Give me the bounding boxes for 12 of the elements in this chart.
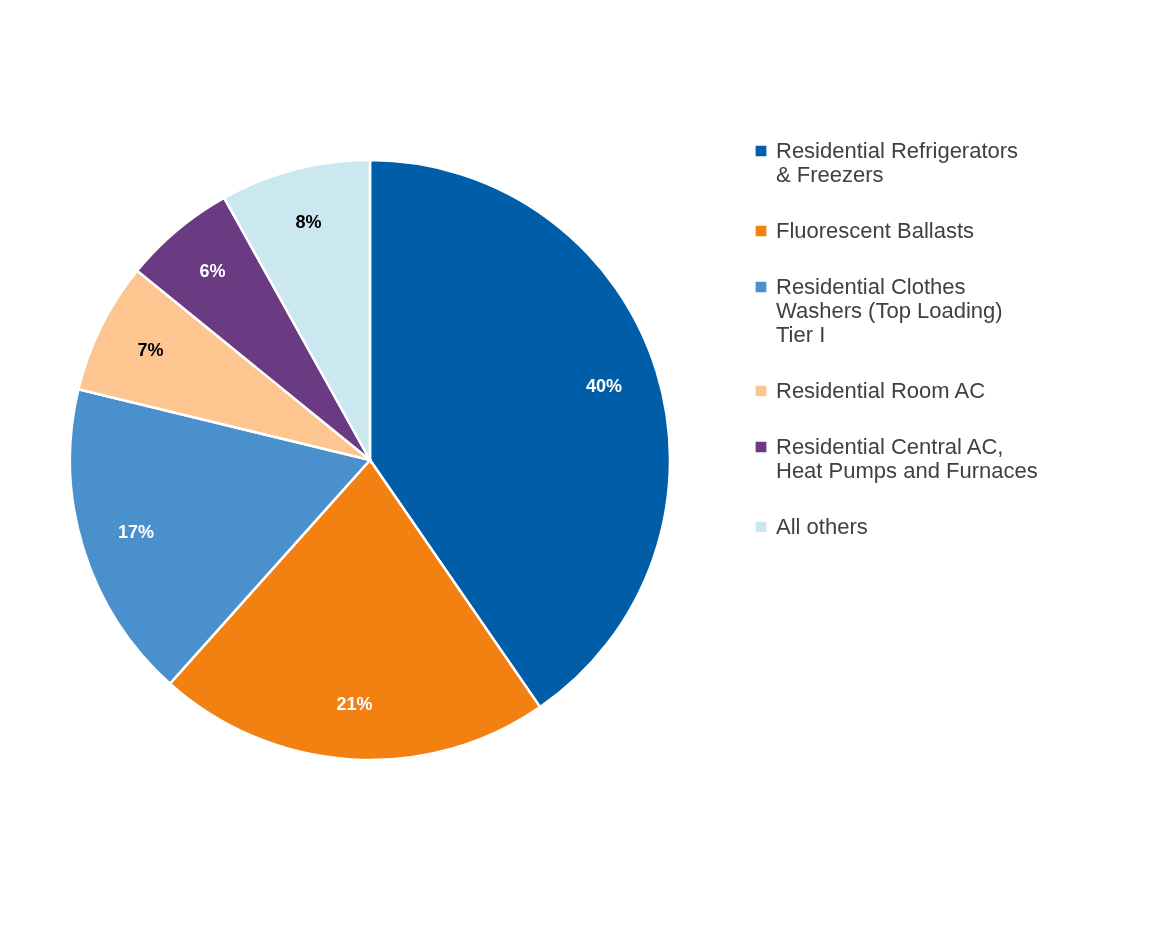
data-label: 17% <box>118 521 155 542</box>
data-label: 21% <box>336 693 373 714</box>
legend-label: Residential Central AC, Heat Pumps and Furnaces <box>776 434 1038 483</box>
data-label: 40% <box>585 376 622 397</box>
legend-label: Residential Room AC <box>776 378 986 403</box>
legend-label: Residential Refrigerators & Freezers <box>776 138 1019 187</box>
data-label: 8% <box>295 211 322 232</box>
legend-label: All others <box>776 514 868 539</box>
legend-label: Residential Clothes Washers (Top Loading) Tier I <box>776 274 1003 347</box>
data-label: 7% <box>137 340 164 361</box>
legend-label: Fluorescent Ballasts <box>776 218 975 243</box>
data-label: 6% <box>199 261 226 282</box>
